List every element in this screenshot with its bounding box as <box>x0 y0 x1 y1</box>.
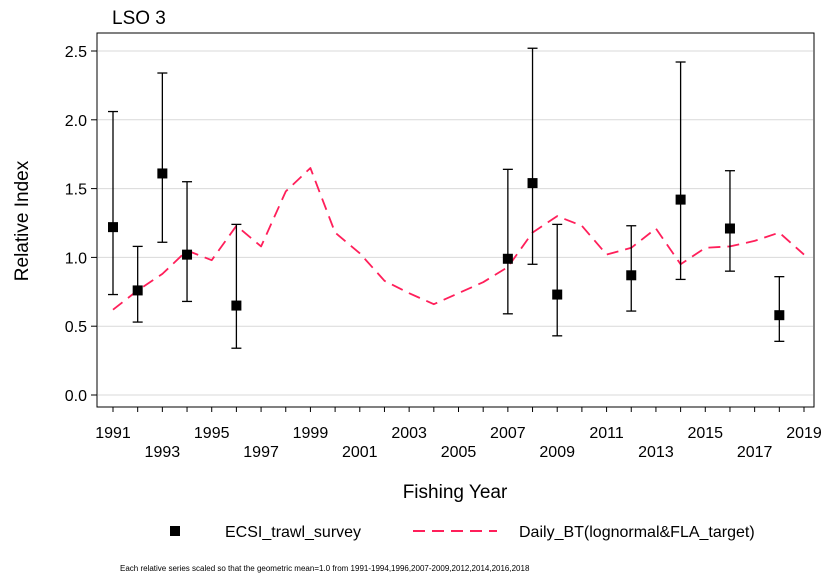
legend-label-ecsi: ECSI_trawl_survey <box>225 524 361 541</box>
chart-title: LSO 3 <box>112 8 166 29</box>
x-tick-label: 2005 <box>441 444 477 461</box>
gridlines <box>98 50 813 396</box>
x-tick-label: 2003 <box>391 425 427 442</box>
y-tick-label: 1.5 <box>65 182 87 199</box>
data-point <box>552 289 563 300</box>
plot-frame <box>96 32 815 408</box>
x-tick-label: 1995 <box>194 425 230 442</box>
legend-label-daily-bt: Daily_BT(lognormal&FLA_target) <box>519 524 755 541</box>
x-tick-label: 1997 <box>243 444 279 461</box>
legend: ECSI_trawl_survey Daily_BT(lognormal&FLA… <box>170 524 755 541</box>
data-point <box>502 253 513 264</box>
y-tick-label: 2.5 <box>65 44 87 61</box>
y-tick-label: 0.5 <box>65 319 87 336</box>
data-point <box>157 168 168 179</box>
data-point <box>108 222 118 233</box>
series-daily-bt <box>112 167 805 311</box>
daily-bt-line <box>112 167 805 311</box>
x-tick-label: 2017 <box>737 444 773 461</box>
data-point <box>774 310 785 321</box>
x-tick-label: 1993 <box>145 444 181 461</box>
x-tick-label: 2011 <box>589 425 624 442</box>
y-axis: 0.0 0.5 1.0 1.5 2.0 2.5 <box>65 44 97 405</box>
x-tick-label: 2009 <box>539 444 575 461</box>
x-tick-label: 2001 <box>342 444 378 461</box>
data-point <box>724 223 735 234</box>
x-tick-label: 1991 <box>95 425 131 442</box>
x-axis: 1991 1995 1999 2003 2007 2011 2015 2019 1993 1997… <box>95 407 822 461</box>
data-point <box>527 178 538 189</box>
legend-square-marker <box>170 526 180 536</box>
x-tick-label: 2007 <box>490 425 526 442</box>
data-point <box>626 270 637 281</box>
x-axis-label: Fishing Year <box>403 482 508 503</box>
data-point <box>231 300 242 311</box>
y-tick-label: 1.0 <box>65 250 87 267</box>
footnote: Each relative series scaled so that the … <box>120 564 530 573</box>
x-tick-label: 1999 <box>293 425 329 442</box>
x-tick-label: 2015 <box>687 425 723 442</box>
y-tick-label: 2.0 <box>65 113 87 130</box>
y-axis-label: Relative Index <box>12 160 33 281</box>
series-ecsi-trawl-survey <box>108 47 785 349</box>
data-point <box>675 194 686 205</box>
x-tick-label: 2013 <box>638 444 674 461</box>
data-point <box>182 249 193 260</box>
data-point <box>132 285 143 296</box>
y-tick-label: 0.0 <box>65 388 87 405</box>
x-tick-label: 2019 <box>786 425 822 442</box>
